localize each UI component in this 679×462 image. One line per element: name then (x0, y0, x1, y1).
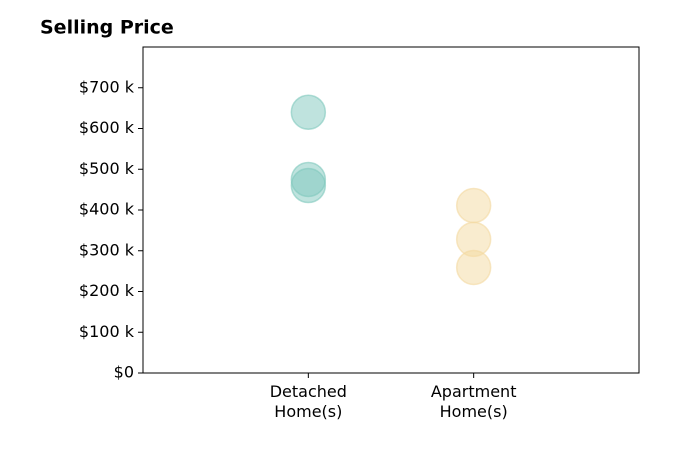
y-tick-label: $700 k (79, 77, 135, 96)
x-tick-label: Detached Home(s) (270, 382, 347, 421)
point (290, 94, 327, 130)
chart-title: Selling Price (40, 17, 174, 39)
y-tick-label: $500 k (79, 159, 135, 178)
y-tick-label: $300 k (79, 240, 135, 259)
plot-frame (142, 46, 640, 374)
point (455, 249, 492, 286)
y-tick-label: $400 k (79, 200, 135, 219)
y-tick-label: $200 k (79, 281, 135, 300)
point (455, 187, 492, 224)
y-tick-label: $100 k (79, 322, 135, 341)
y-tick-label: $0 (114, 363, 134, 382)
x-tick-label: Apartment Home(s) (431, 382, 517, 421)
y-tick-label: $600 k (79, 118, 135, 137)
point (290, 167, 327, 204)
